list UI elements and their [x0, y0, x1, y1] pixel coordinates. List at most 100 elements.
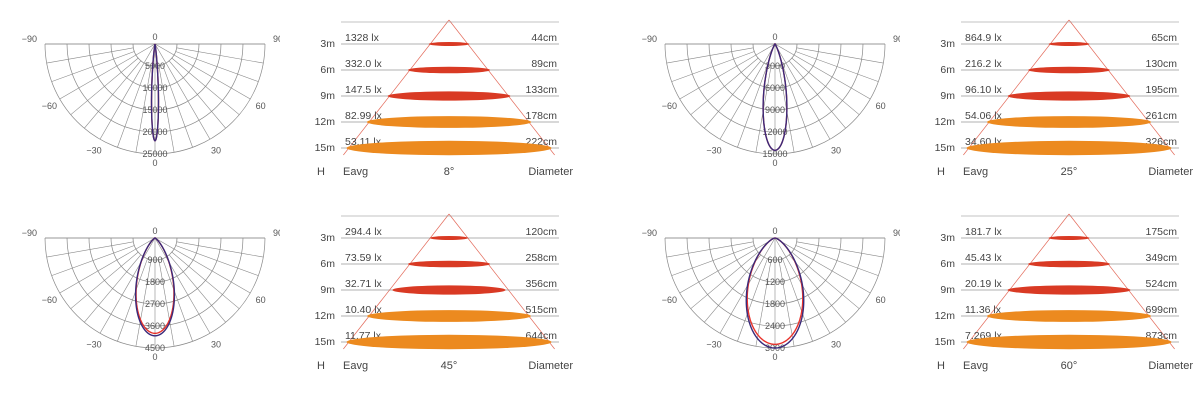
row-diameter-value: 524cm [1145, 278, 1177, 290]
column-header: H [937, 166, 945, 178]
row-eavg-value: 332.0 lx [345, 58, 383, 70]
row-eavg-value: 20.19 lx [965, 278, 1003, 290]
polar-grid-spoke [59, 237, 156, 294]
cone-edge-left [963, 213, 1070, 350]
polar-angle-label: −90 [22, 228, 37, 238]
polar-grid-spoke [788, 60, 846, 129]
polar-grid-spoke [154, 43, 211, 140]
row-diameter-value: 133cm [525, 84, 557, 96]
column-header: Eavg [963, 166, 988, 178]
polar-grid-spoke [154, 237, 211, 334]
row-height-label: 3m [320, 232, 335, 244]
beam-spot-ellipse [1028, 66, 1110, 74]
row-diameter-value: 120cm [525, 226, 557, 238]
polar-grid-spoke [168, 254, 226, 323]
beam-spot-ellipse [387, 91, 511, 101]
polar-angle-label: 0 [772, 32, 777, 42]
beam-spot-ellipse [366, 116, 532, 128]
row-height-label: 15m [935, 336, 956, 348]
polar-grid-spoke [719, 43, 776, 140]
row-eavg-value: 11.36 lx [965, 304, 1002, 316]
column-header: 8° [444, 166, 455, 178]
beam-spot-ellipse [1007, 285, 1131, 295]
polar-angle-label: −30 [706, 146, 721, 156]
polar-grid-spoke [791, 251, 860, 309]
polar-radial-label: 3600 [145, 321, 165, 331]
illuminance-chart-45deg: 3m 294.4 lx 120cm 6m 73.59 lx 258cm 9m 32.71 lx… [315, 213, 573, 372]
polar-angle-label: −30 [706, 340, 721, 350]
row-eavg-value: 73.59 lx [345, 252, 383, 264]
row-eavg-value: 45.43 lx [965, 252, 1003, 264]
polar-grid-spoke [774, 237, 871, 294]
polar-angle-label: −90 [642, 228, 657, 238]
polar-grid-spoke [791, 57, 860, 115]
polar-grid-spoke [666, 241, 754, 258]
polar-grid-spoke [755, 259, 772, 347]
polar-radial-label: 3000 [765, 61, 785, 71]
polar-angle-label: 0 [152, 226, 157, 236]
polar-curve-c90 [762, 43, 788, 152]
polar-radial-label: 4500 [145, 343, 165, 353]
beam-spot-ellipse [1048, 42, 1090, 46]
row-height-label: 15m [315, 142, 336, 154]
polar-angle-label: 30 [831, 340, 841, 350]
row-height-label: 15m [935, 142, 956, 154]
polar-curve-c90 [745, 237, 805, 349]
row-height-label: 9m [940, 284, 955, 296]
row-height-label: 3m [940, 232, 955, 244]
polar-grid-spoke [795, 51, 879, 82]
polar-curve-c90 [134, 237, 176, 337]
column-header: Diameter [1148, 166, 1193, 178]
polar-angle-label: 60 [876, 101, 886, 111]
polar-bottom-label: 0 [772, 158, 777, 168]
row-diameter-value: 44cm [531, 32, 557, 44]
polar-grid-spoke [117, 64, 148, 148]
polar-angle-label: −90 [22, 34, 37, 44]
polar-radial-label: 2400 [765, 321, 785, 331]
row-eavg-value: 32.71 lx [345, 278, 383, 290]
polar-grid-spoke [737, 64, 768, 148]
row-height-label: 12m [315, 310, 336, 322]
column-header: 25° [1061, 166, 1078, 178]
polar-grid-spoke [671, 245, 755, 276]
polar-grid-spoke [795, 245, 879, 276]
beam-spot-ellipse [986, 310, 1152, 322]
polar-radial-label: 2700 [145, 299, 165, 309]
polar-grid-spoke [176, 241, 264, 258]
beam-spot-ellipse [346, 140, 552, 156]
beam-spot-ellipse [367, 310, 531, 322]
cone-edge-right [1068, 213, 1175, 350]
polar-grid-spoke [796, 241, 884, 258]
polar-angle-label: −60 [42, 101, 57, 111]
polar-angle-label: 30 [831, 146, 841, 156]
polar-grid-spoke [46, 47, 134, 64]
row-diameter-value: 130cm [1145, 58, 1177, 70]
column-header: H [317, 166, 325, 178]
column-header: Diameter [528, 360, 573, 372]
row-height-label: 6m [940, 258, 955, 270]
polar-chart-8deg: −90 −60 −30 0 30 60 90 5000 10000 15000 20000 25000… [22, 32, 280, 168]
polar-angle-label: −30 [86, 340, 101, 350]
polar-grid-spoke [162, 258, 193, 342]
column-header: Diameter [1148, 360, 1193, 372]
polar-angle-label: 30 [211, 340, 221, 350]
polar-radial-label: 5000 [145, 61, 165, 71]
polar-grid-spoke [171, 251, 240, 309]
polar-radial-label: 25000 [142, 149, 167, 159]
polar-angle-label: 60 [256, 295, 266, 305]
polar-grid-spoke [796, 47, 884, 64]
polar-grid-spoke [158, 259, 175, 347]
row-diameter-value: 349cm [1145, 252, 1177, 264]
beam-spot-ellipse [407, 260, 491, 268]
polar-angle-label: −90 [642, 34, 657, 44]
polar-angle-label: 30 [211, 146, 221, 156]
polar-radial-label: 20000 [142, 127, 167, 137]
polar-chart-25deg: −90−60−30030609030006000900012000150000C… [642, 32, 900, 168]
polar-bottom-label: 0 [152, 158, 157, 168]
polar-angle-label: 60 [876, 295, 886, 305]
polar-grid-spoke [782, 64, 813, 148]
polar-grid-spoke [737, 258, 768, 342]
column-header: H [317, 360, 325, 372]
cone-edge-left [963, 19, 1070, 156]
polar-radial-label: 1800 [765, 299, 785, 309]
